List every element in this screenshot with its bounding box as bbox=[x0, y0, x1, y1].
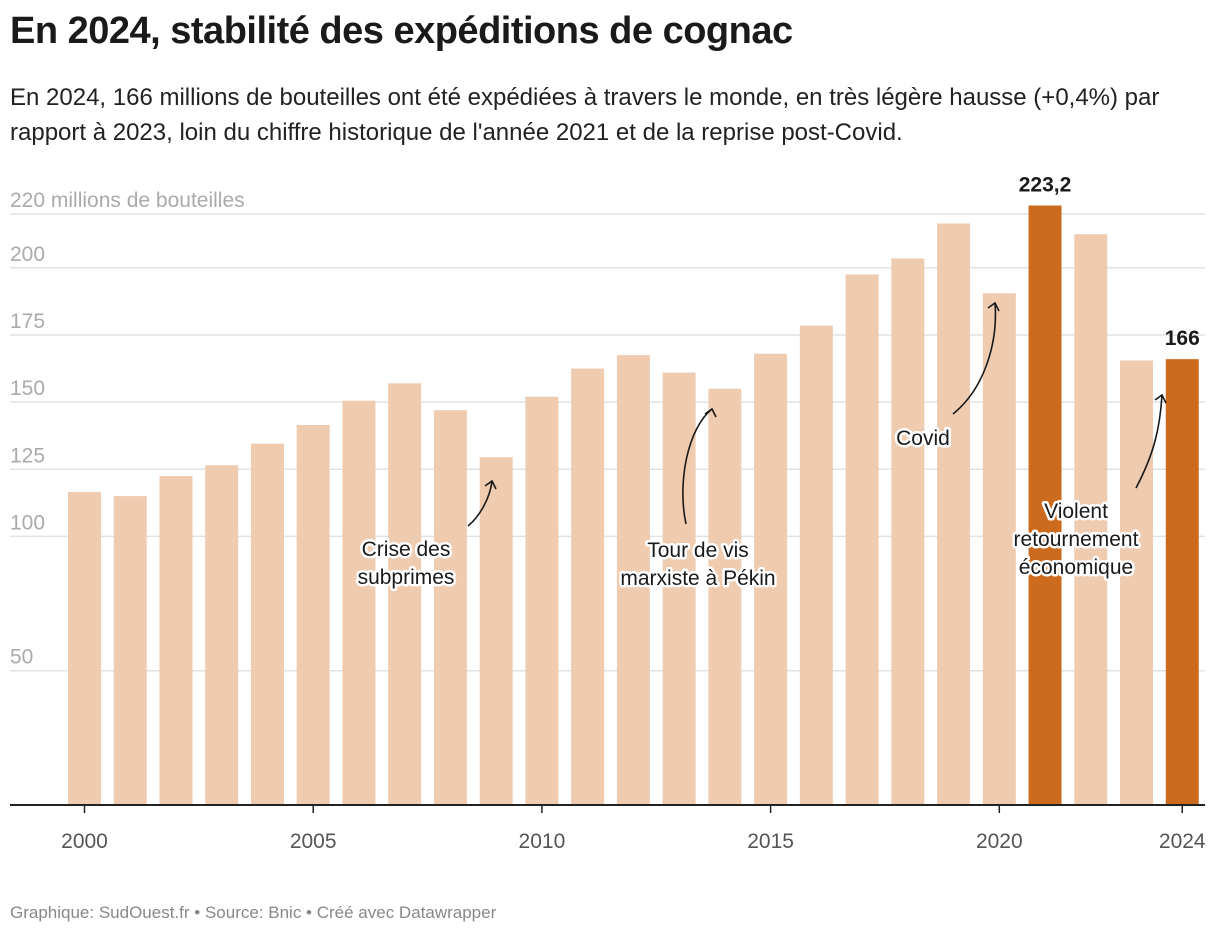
arrow-head bbox=[987, 301, 1000, 312]
annotation-arrow bbox=[467, 480, 493, 527]
bar-2004 bbox=[250, 443, 284, 805]
bar-2014 bbox=[708, 388, 742, 805]
y-tick-label: 150 bbox=[10, 377, 45, 400]
bar-2010 bbox=[525, 396, 559, 805]
x-tick-label: 2005 bbox=[290, 830, 337, 853]
bar-2019 bbox=[937, 223, 971, 805]
bar-2005 bbox=[296, 424, 330, 805]
x-tick-label: 2024 bbox=[1159, 830, 1206, 853]
annotation-arrow bbox=[1135, 394, 1163, 489]
bar-2012 bbox=[616, 355, 650, 805]
arrow-head bbox=[1154, 393, 1167, 404]
y-tick-label: 125 bbox=[10, 444, 45, 467]
annotation-pekin: Tour de vis marxiste à Pékin bbox=[618, 407, 778, 593]
arrow-head bbox=[704, 407, 717, 418]
y-tick-label: 50 bbox=[10, 646, 33, 669]
annotation-text: retournement bbox=[1014, 528, 1139, 551]
bar-2001 bbox=[113, 496, 147, 805]
chart-title: En 2024, stabilité des expéditions de co… bbox=[10, 10, 793, 52]
bar-2007 bbox=[388, 383, 422, 805]
annotation-text: économique bbox=[1019, 556, 1133, 579]
y-tick-label: 100 bbox=[10, 511, 45, 534]
bar-2016 bbox=[799, 325, 833, 805]
annotation-text: Violent bbox=[1044, 500, 1108, 523]
annotation-arrow bbox=[952, 302, 997, 415]
arrow-head bbox=[484, 479, 497, 490]
bar-chart: 50 100 125 150 175 200 220 millions de bouteil… bbox=[10, 173, 1206, 853]
y-tick-label: 175 bbox=[10, 310, 45, 333]
x-tick-label: 2000 bbox=[61, 830, 108, 853]
bar-2017 bbox=[845, 274, 879, 805]
bars bbox=[68, 205, 1199, 806]
bar-value-label-2021: 223,2 bbox=[1019, 173, 1072, 196]
bar-2021 bbox=[1028, 205, 1062, 805]
x-tick-label: 2020 bbox=[976, 830, 1023, 853]
bar-value-label-2024: 166 bbox=[1165, 327, 1200, 350]
annotations: Crise des subprimes Tour de vis marxiste à … bbox=[355, 301, 1167, 593]
bar-2002 bbox=[159, 475, 193, 805]
bar-2008 bbox=[433, 410, 467, 805]
bar-2023 bbox=[1120, 360, 1154, 805]
y-tick-label: 220 millions de bouteilles bbox=[10, 189, 245, 212]
x-tick-label: 2010 bbox=[519, 830, 566, 853]
annotation-text: Crise des bbox=[362, 538, 451, 561]
x-tick-label: 2015 bbox=[747, 830, 794, 853]
bar-2020 bbox=[982, 293, 1016, 805]
bar-value-labels: 223,2 166 bbox=[1019, 173, 1200, 350]
x-axis: 2000 2005 2010 2015 2020 2024 bbox=[10, 804, 1206, 853]
bar-2015 bbox=[754, 353, 788, 805]
bar-2000 bbox=[68, 492, 101, 805]
chart-subtitle: En 2024, 166 millions de bouteilles ont … bbox=[10, 84, 1160, 146]
annotation-covid: Covid bbox=[894, 301, 1000, 453]
annotation-text: Tour de vis bbox=[647, 539, 749, 562]
annotation-retournement: Violent retournement économique bbox=[1011, 393, 1167, 582]
bar-2006 bbox=[342, 400, 376, 805]
annotation-text: subprimes bbox=[358, 566, 455, 589]
bar-2009 bbox=[479, 457, 513, 805]
bar-2018 bbox=[891, 258, 925, 805]
bar-2003 bbox=[205, 465, 239, 805]
annotation-text: marxiste à Pékin bbox=[620, 567, 775, 590]
annotation-text: Covid bbox=[896, 427, 950, 450]
bar-2011 bbox=[571, 368, 605, 805]
annotation-subprimes: Crise des subprimes bbox=[355, 479, 497, 592]
annotation-arrow bbox=[682, 408, 713, 525]
chart-footer: Graphique: SudOuest.fr • Source: Bnic • … bbox=[10, 903, 497, 922]
y-tick-label: 200 bbox=[10, 243, 45, 266]
bar-2022 bbox=[1074, 234, 1108, 806]
bar-2024 bbox=[1165, 359, 1199, 805]
